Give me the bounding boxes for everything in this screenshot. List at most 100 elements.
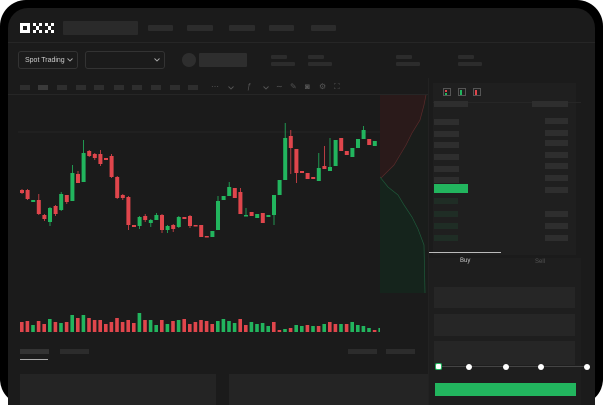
ask-size xyxy=(545,140,568,146)
camera-icon[interactable]: ◙ xyxy=(305,82,310,91)
candle xyxy=(143,214,148,222)
volume-bar xyxy=(300,326,304,332)
candle-body xyxy=(277,180,282,195)
nav-item[interactable] xyxy=(229,25,255,31)
volume-bar xyxy=(244,325,248,332)
candlestick-chart[interactable] xyxy=(8,95,380,335)
chevron-down-icon[interactable] xyxy=(228,86,234,90)
candle xyxy=(238,188,243,214)
volume-bar xyxy=(249,322,254,332)
candle xyxy=(266,215,271,217)
candle xyxy=(70,165,75,201)
interval-button[interactable] xyxy=(57,85,67,90)
tab-sell[interactable]: Sell xyxy=(535,259,546,265)
volume-bar xyxy=(25,321,30,332)
candle-body xyxy=(305,173,310,179)
stat-value xyxy=(308,62,332,66)
buy-button[interactable] xyxy=(435,383,576,396)
volume-bar xyxy=(120,322,125,332)
pair-dropdown[interactable] xyxy=(85,51,165,69)
volume-bar xyxy=(288,328,293,332)
amount-slider-handle[interactable] xyxy=(435,363,442,370)
search-bar[interactable] xyxy=(63,21,138,35)
volume-bar xyxy=(87,318,91,332)
interval-button[interactable] xyxy=(20,85,30,90)
candle-body xyxy=(36,200,41,214)
indicator-icon[interactable]: ƒ xyxy=(247,82,252,91)
total-input[interactable] xyxy=(434,341,575,365)
slider-step[interactable] xyxy=(584,364,590,370)
volume-bar xyxy=(48,319,52,332)
volume-bar xyxy=(272,322,276,332)
ask-size xyxy=(545,163,568,169)
interval-button[interactable] xyxy=(94,85,104,90)
amount-slider-track[interactable] xyxy=(438,366,588,367)
candle xyxy=(92,153,97,160)
candle-body xyxy=(182,217,187,219)
volume-bar xyxy=(171,321,175,332)
candle-body xyxy=(137,217,142,226)
interval-button[interactable] xyxy=(170,85,180,90)
candle-body xyxy=(115,177,120,198)
nav-item[interactable] xyxy=(269,25,294,31)
slider-step[interactable] xyxy=(466,364,472,370)
filter-button[interactable] xyxy=(348,349,377,354)
tab-order-history[interactable] xyxy=(60,349,89,354)
candle xyxy=(311,177,316,179)
chevron-down-icon[interactable] xyxy=(263,86,269,90)
volume-bar xyxy=(188,324,192,332)
candle xyxy=(160,214,164,233)
candle xyxy=(176,216,181,228)
nav-item[interactable] xyxy=(311,25,336,31)
price-input[interactable] xyxy=(434,287,575,308)
candle-type-icon[interactable]: ⋯ xyxy=(211,82,219,91)
volume-bar xyxy=(311,326,315,332)
volume-bar xyxy=(148,320,153,332)
bid-price xyxy=(434,211,458,217)
fullscreen-icon[interactable]: ⛶ xyxy=(334,82,340,91)
volume-bar xyxy=(199,320,203,332)
candle xyxy=(372,141,377,146)
slider-step[interactable] xyxy=(538,364,544,370)
tab-open-orders[interactable] xyxy=(20,349,49,354)
volume-bar xyxy=(221,319,226,332)
interval-button[interactable] xyxy=(188,85,198,90)
candle xyxy=(31,200,36,202)
candle-body xyxy=(160,215,164,230)
market-type-dropdown[interactable]: Spot Trading xyxy=(18,51,78,69)
divider xyxy=(8,94,428,95)
filter-button[interactable] xyxy=(386,349,415,354)
line-tool-icon[interactable]: ∼ xyxy=(276,82,283,91)
candle xyxy=(328,138,332,171)
candle-body xyxy=(132,225,136,227)
candle xyxy=(294,149,299,183)
volume-bar xyxy=(361,326,366,332)
candle xyxy=(25,189,30,200)
settings-icon[interactable]: ⚙ xyxy=(319,82,327,91)
volume-bar xyxy=(344,324,349,332)
nav-item[interactable] xyxy=(187,25,213,31)
tab-buy[interactable]: Buy xyxy=(460,258,471,264)
candle-body xyxy=(210,231,215,237)
volume-bar xyxy=(20,322,24,332)
volume-bar xyxy=(210,324,214,332)
candle-body xyxy=(109,156,114,177)
ask-price xyxy=(434,154,459,160)
slider-step[interactable] xyxy=(503,364,509,370)
candle xyxy=(283,123,288,180)
amount-input[interactable] xyxy=(434,314,575,336)
interval-button[interactable] xyxy=(151,85,161,90)
interval-button[interactable] xyxy=(76,85,86,90)
volume-bar xyxy=(176,320,181,332)
interval-button[interactable] xyxy=(114,85,124,90)
candle xyxy=(277,180,282,195)
interval-button[interactable] xyxy=(132,85,142,90)
candle xyxy=(300,171,304,173)
interval-button[interactable] xyxy=(38,85,48,90)
nav-item[interactable] xyxy=(148,25,173,31)
ask-size xyxy=(545,175,568,181)
volume-bar xyxy=(255,324,259,332)
candle-body xyxy=(238,192,243,214)
candle-body xyxy=(193,225,198,227)
pencil-icon[interactable]: ✎ xyxy=(290,82,297,91)
